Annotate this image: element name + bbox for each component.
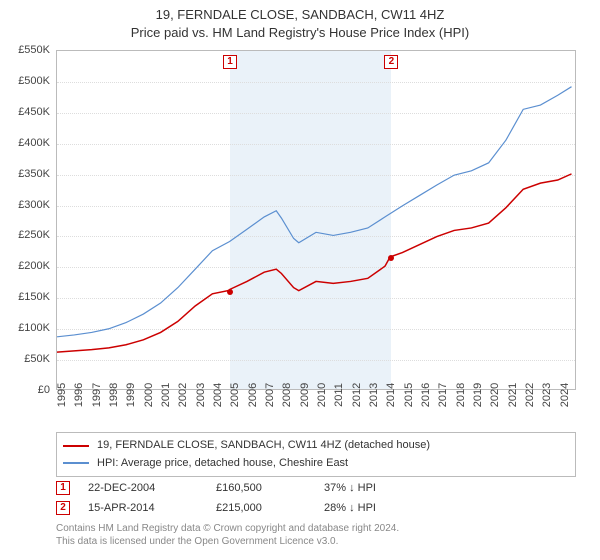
footer-line1: Contains HM Land Registry data © Crown c… (56, 522, 576, 535)
sale-price: £215,000 (216, 502, 306, 514)
legend: 19, FERNDALE CLOSE, SANDBACH, CW11 4HZ (… (56, 432, 576, 477)
sale-marker-icon: 2 (56, 501, 70, 515)
sale-date: 22-DEC-2004 (88, 482, 198, 494)
y-tick-label: £150K (18, 291, 50, 303)
footer-note: Contains HM Land Registry data © Crown c… (56, 522, 576, 548)
legend-swatch (63, 445, 89, 447)
footer-line2: This data is licensed under the Open Gov… (56, 535, 576, 548)
sale-row: 2 15-APR-2014 £215,000 28% ↓ HPI (56, 498, 576, 518)
legend-label: HPI: Average price, detached house, Ches… (97, 455, 348, 473)
chart-title-line2: Price paid vs. HM Land Registry's House … (0, 24, 600, 42)
x-tick-label: 2011 (333, 383, 345, 407)
y-axis: £0£50K£100K£150K£200K£250K£300K£350K£400… (0, 50, 54, 390)
x-tick-label: 2022 (524, 383, 536, 407)
chart-marker: 1 (223, 55, 237, 69)
x-tick-label: 2020 (489, 383, 501, 407)
y-tick-label: £200K (18, 260, 50, 272)
x-tick-label: 2007 (264, 383, 276, 407)
y-tick-label: £500K (18, 75, 50, 87)
x-tick-label: 2024 (559, 383, 571, 407)
x-tick-label: 2021 (507, 383, 519, 407)
x-tick-label: 2005 (229, 383, 241, 407)
x-tick-label: 1996 (73, 383, 85, 407)
x-tick-label: 2017 (437, 383, 449, 407)
x-tick-label: 2002 (177, 383, 189, 407)
x-tick-label: 1997 (91, 383, 103, 407)
series-line-hpi (57, 87, 572, 337)
series-line-price_paid (57, 174, 572, 352)
legend-item-price-paid: 19, FERNDALE CLOSE, SANDBACH, CW11 4HZ (… (63, 437, 569, 455)
x-tick-label: 2004 (212, 383, 224, 407)
sale-date: 15-APR-2014 (88, 502, 198, 514)
x-tick-label: 1995 (56, 383, 68, 407)
x-tick-label: 2000 (143, 383, 155, 407)
x-tick-label: 2010 (316, 383, 328, 407)
x-tick-label: 2016 (420, 383, 432, 407)
sale-rows: 1 22-DEC-2004 £160,500 37% ↓ HPI 2 15-AP… (56, 478, 576, 518)
plot-area: 12 (56, 50, 576, 390)
chart-title-block: 19, FERNDALE CLOSE, SANDBACH, CW11 4HZ P… (0, 0, 600, 41)
sale-row: 1 22-DEC-2004 £160,500 37% ↓ HPI (56, 478, 576, 498)
chart-title-line1: 19, FERNDALE CLOSE, SANDBACH, CW11 4HZ (0, 6, 600, 24)
chart-svg (57, 51, 575, 389)
x-tick-label: 2023 (541, 383, 553, 407)
y-tick-label: £100K (18, 322, 50, 334)
x-tick-label: 2018 (455, 383, 467, 407)
x-tick-label: 2014 (385, 383, 397, 407)
x-tick-label: 1998 (108, 383, 120, 407)
x-tick-label: 1999 (125, 383, 137, 407)
y-tick-label: £400K (18, 137, 50, 149)
y-tick-label: £50K (24, 353, 50, 365)
y-tick-label: £250K (18, 229, 50, 241)
x-axis: 1995199619971998199920002001200220032004… (56, 390, 576, 435)
sale-hpi-delta: 28% ↓ HPI (324, 502, 414, 514)
y-tick-label: £450K (18, 106, 50, 118)
x-tick-label: 2015 (403, 383, 415, 407)
sale-point (227, 289, 233, 295)
chart-marker: 2 (384, 55, 398, 69)
sale-marker-icon: 1 (56, 481, 70, 495)
y-tick-label: £350K (18, 168, 50, 180)
x-tick-label: 2008 (281, 383, 293, 407)
x-tick-label: 2001 (160, 383, 172, 407)
x-tick-label: 2013 (368, 383, 380, 407)
x-tick-label: 2019 (472, 383, 484, 407)
x-tick-label: 2006 (247, 383, 259, 407)
x-tick-label: 2009 (299, 383, 311, 407)
sale-price: £160,500 (216, 482, 306, 494)
x-tick-label: 2012 (351, 383, 363, 407)
legend-swatch (63, 462, 89, 464)
legend-label: 19, FERNDALE CLOSE, SANDBACH, CW11 4HZ (… (97, 437, 430, 455)
y-tick-label: £0 (38, 384, 50, 396)
y-tick-label: £300K (18, 199, 50, 211)
chart-container: 19, FERNDALE CLOSE, SANDBACH, CW11 4HZ P… (0, 0, 600, 560)
sale-point (388, 255, 394, 261)
legend-item-hpi: HPI: Average price, detached house, Ches… (63, 455, 569, 473)
sale-hpi-delta: 37% ↓ HPI (324, 482, 414, 494)
x-tick-label: 2003 (195, 383, 207, 407)
y-tick-label: £550K (18, 44, 50, 56)
